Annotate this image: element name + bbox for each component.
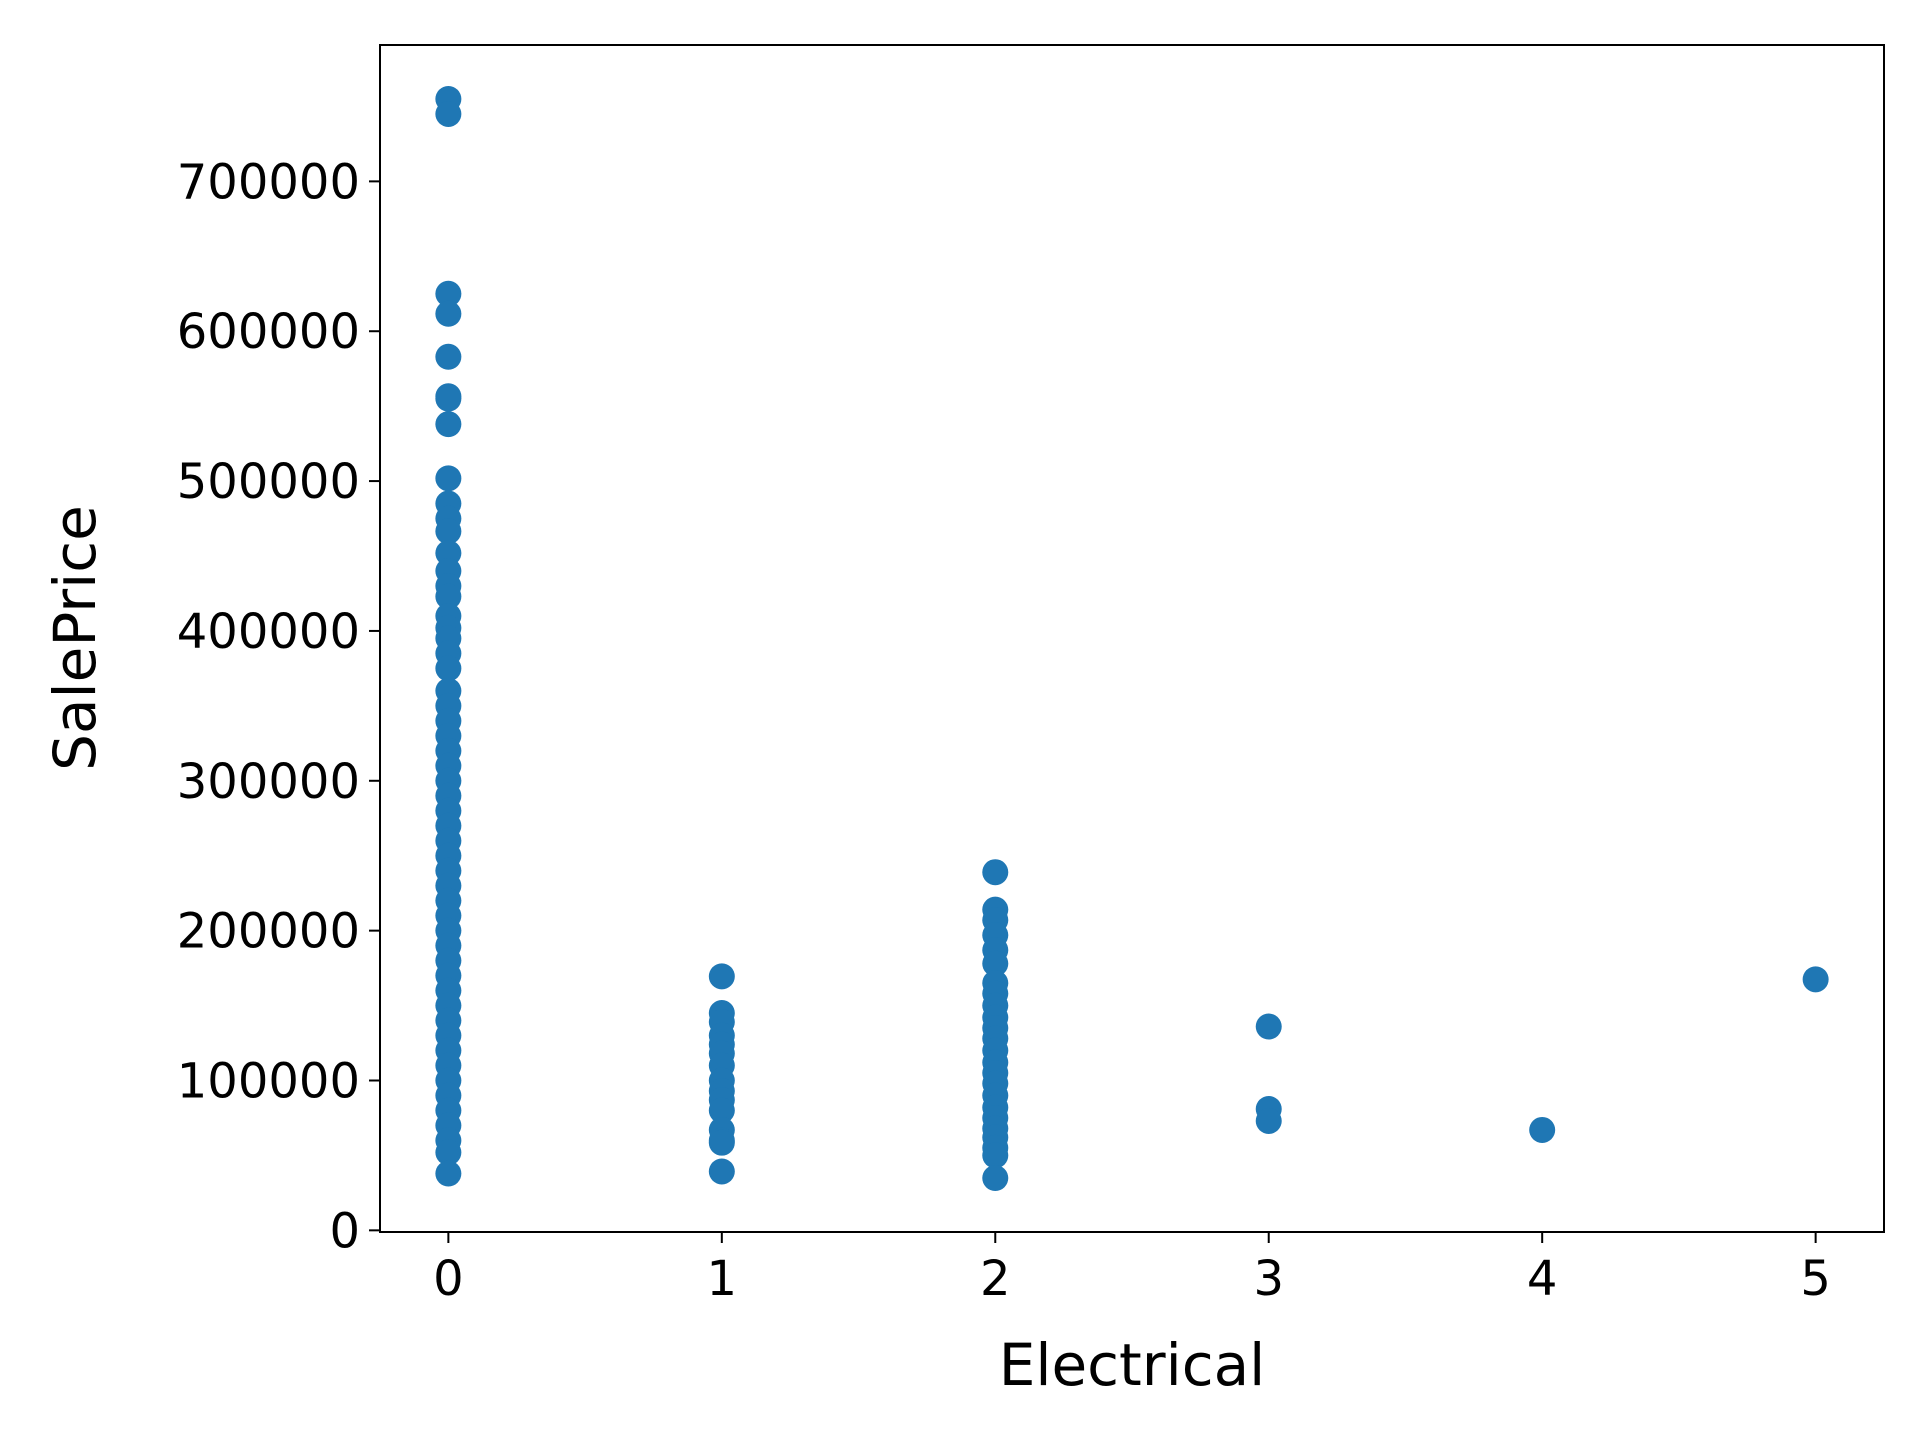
- point: [1802, 966, 1829, 993]
- x-tick-label: 2: [980, 1251, 1011, 1307]
- point: [435, 583, 462, 610]
- point: [435, 465, 462, 492]
- y-tick-label: 200000: [177, 904, 360, 960]
- y-tick-label: 700000: [177, 154, 360, 210]
- point: [708, 1097, 735, 1124]
- x-axis-label: Electrical: [999, 1331, 1266, 1399]
- point: [435, 300, 462, 327]
- x-tick-label: 0: [433, 1251, 464, 1307]
- point: [435, 100, 462, 127]
- y-tick-label: 600000: [177, 304, 360, 360]
- x-tick-label: 1: [707, 1251, 738, 1307]
- point: [1255, 1107, 1282, 1134]
- y-axis-label: SalePrice: [41, 505, 109, 771]
- point: [1529, 1116, 1556, 1143]
- point: [708, 1158, 735, 1185]
- y-tick-label: 300000: [177, 754, 360, 810]
- x-tick-label: 5: [1800, 1251, 1831, 1307]
- point: [435, 540, 462, 567]
- point: [708, 963, 735, 990]
- point: [435, 280, 462, 307]
- point: [435, 1139, 462, 1166]
- point: [435, 343, 462, 370]
- x-tick-label: 3: [1253, 1251, 1284, 1307]
- point: [435, 411, 462, 438]
- point: [435, 385, 462, 412]
- point: [435, 655, 462, 682]
- point: [982, 950, 1009, 977]
- x-tick-label: 4: [1527, 1251, 1558, 1307]
- y-tick-label: 500000: [177, 454, 360, 510]
- y-tick-label: 400000: [177, 604, 360, 660]
- point: [435, 518, 462, 545]
- point: [435, 1160, 462, 1187]
- point: [1255, 1013, 1282, 1040]
- y-tick-label: 100000: [177, 1053, 360, 1109]
- y-tick-label: 0: [329, 1203, 360, 1259]
- plot-frame: [379, 44, 1885, 1233]
- point: [982, 1165, 1009, 1192]
- point: [982, 859, 1009, 886]
- point: [982, 1142, 1009, 1169]
- point: [708, 1129, 735, 1156]
